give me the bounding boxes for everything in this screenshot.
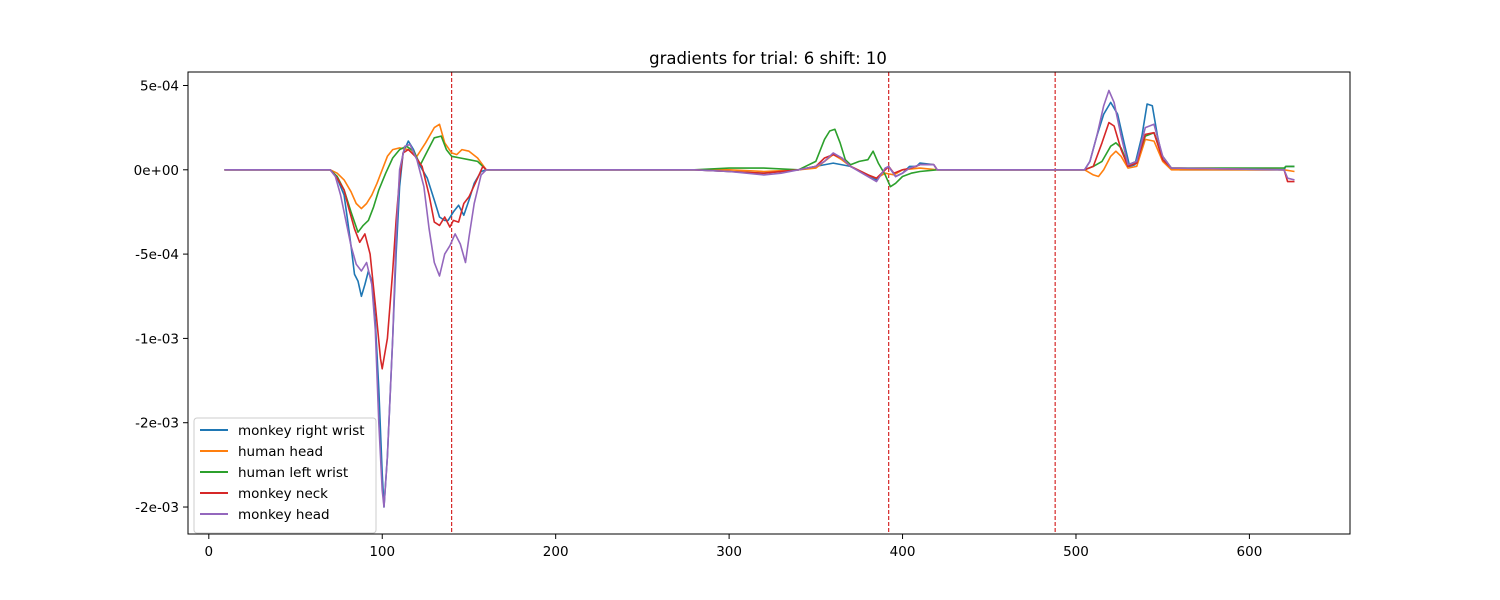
y-tick-label: 0e+00 [134, 163, 179, 179]
x-tick-label: 500 [1063, 544, 1089, 560]
plot-area [224, 72, 1295, 534]
x-tick-label: 100 [369, 544, 395, 560]
y-tick-label: -5e-04 [135, 247, 179, 263]
x-tick-label: 200 [543, 544, 569, 560]
series-lines [224, 89, 1295, 508]
legend-label: human head [238, 444, 323, 460]
series-line [224, 89, 1295, 508]
legend: monkey right wrist human head human left w… [193, 417, 377, 534]
x-axis: 0 100 200 300 400 500 600 [205, 534, 1263, 560]
x-tick-label: 600 [1237, 544, 1263, 560]
x-tick-label: 0 [205, 544, 214, 560]
legend-label: monkey neck [238, 486, 328, 502]
y-tick-label: -2e-03 [135, 416, 179, 432]
y-tick-label: 5e-04 [140, 78, 179, 94]
x-tick-label: 300 [716, 544, 742, 560]
plot-frame [187, 71, 1351, 535]
series-line [224, 123, 1295, 210]
chart-title: gradients for trial: 6 shift: 10 [649, 49, 887, 68]
series-line [224, 128, 1295, 233]
y-tick-label: -2e-03 [135, 500, 179, 516]
legend-box [193, 417, 377, 534]
event-markers [451, 72, 1056, 534]
y-tick-label: -1e-03 [135, 331, 179, 347]
legend-label: monkey head [238, 507, 330, 523]
y-axis: 5e-04 0e+00 -5e-04 -1e-03 -2e-03 -2e-03 [134, 78, 188, 516]
x-tick-label: 400 [890, 544, 916, 560]
legend-label: monkey right wrist [238, 423, 365, 439]
legend-label: human left wrist [238, 465, 348, 481]
